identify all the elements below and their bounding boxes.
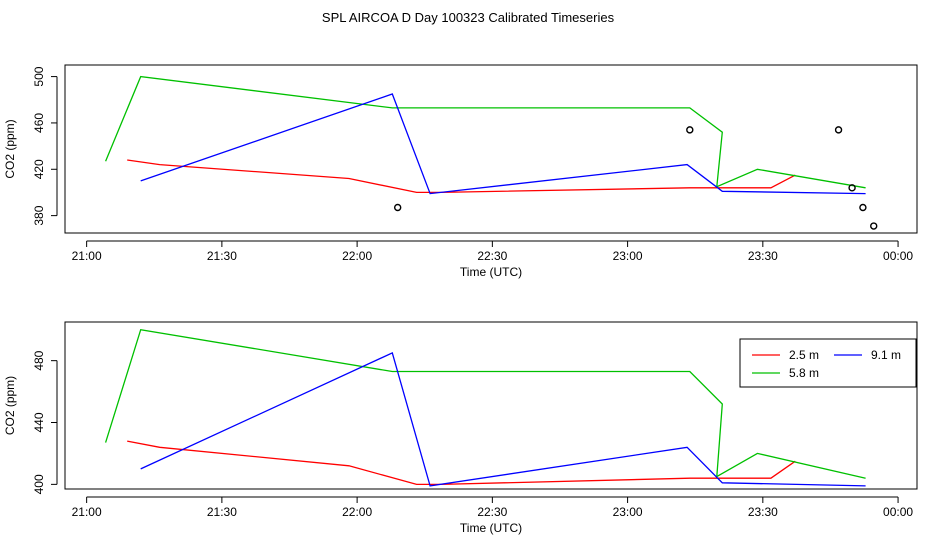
y-tick-label: 440 bbox=[32, 412, 46, 432]
x-tick-label: 21:30 bbox=[207, 505, 237, 519]
x-tick-label: 22:30 bbox=[477, 505, 507, 519]
data-point bbox=[393, 203, 402, 212]
plot-frame bbox=[64, 321, 918, 490]
y-axis-label: CO2 (ppm) bbox=[3, 376, 17, 435]
y-tick-label: 500 bbox=[32, 66, 46, 86]
x-axis-label: Time (UTC) bbox=[460, 521, 522, 535]
data-point bbox=[848, 184, 856, 192]
y-axis-label: CO2 (ppm) bbox=[3, 119, 17, 178]
y-tick-label: 460 bbox=[32, 113, 46, 133]
x-tick-label: 22:30 bbox=[477, 249, 507, 263]
data-point bbox=[859, 203, 867, 212]
series-line-2-5-m bbox=[127, 159, 796, 194]
data-point bbox=[870, 222, 878, 230]
data-point bbox=[686, 126, 694, 134]
y-tick-label: 400 bbox=[32, 474, 46, 494]
plot-area bbox=[104, 328, 866, 487]
series-line-2-5-m bbox=[127, 440, 796, 486]
x-tick-label: 21:00 bbox=[72, 249, 102, 263]
x-tick-label: 23:00 bbox=[613, 249, 643, 263]
x-tick-label: 23:30 bbox=[748, 505, 778, 519]
figure-title: SPL AIRCOA D Day 100323 Calibrated Times… bbox=[322, 10, 615, 25]
x-tick-label: 23:00 bbox=[613, 505, 643, 519]
series-line-9-1-m bbox=[140, 351, 866, 487]
plot-area bbox=[104, 75, 878, 230]
x-tick-label: 22:00 bbox=[342, 249, 372, 263]
plot-frame bbox=[64, 64, 918, 234]
x-axis-label: Time (UTC) bbox=[460, 265, 522, 279]
y-tick-label: 420 bbox=[32, 159, 46, 179]
legend-label: 5.8 m bbox=[789, 366, 819, 380]
legend: 2.5 m 9.1 m 5.8 m bbox=[739, 338, 917, 388]
series-line-5-8-m bbox=[104, 328, 866, 479]
x-tick-label: 21:30 bbox=[207, 249, 237, 263]
legend-box bbox=[739, 338, 917, 388]
series-line-5-8-m bbox=[104, 75, 866, 189]
series-line-9-1-m bbox=[140, 93, 866, 195]
legend-label: 2.5 m bbox=[789, 348, 819, 362]
x-tick-label: 00:00 bbox=[883, 249, 913, 263]
bottom-panel: 21:00 21:30 22:00 22:30 23:00 23:30 00:00 Time … bbox=[3, 321, 918, 535]
x-tick-label: 00:00 bbox=[883, 505, 913, 519]
x-tick-label: 21:00 bbox=[72, 505, 102, 519]
x-tick-label: 23:30 bbox=[748, 249, 778, 263]
y-tick-label: 480 bbox=[32, 350, 46, 370]
legend-label: 9.1 m bbox=[871, 348, 901, 362]
x-tick-label: 22:00 bbox=[342, 505, 372, 519]
data-point bbox=[834, 126, 843, 134]
y-tick-label: 380 bbox=[32, 205, 46, 225]
top-panel: 21:00 21:30 22:00 22:30 23:00 23:30 00:00 Time … bbox=[3, 64, 918, 279]
